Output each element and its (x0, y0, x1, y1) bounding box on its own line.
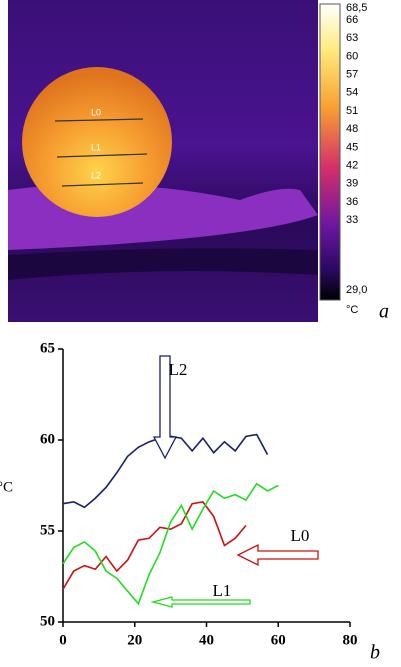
colorbar-label: 60 (346, 50, 358, 62)
colorbar-label: 33 (346, 214, 358, 226)
data-line (62, 501, 247, 590)
panel-label: b (370, 642, 380, 662)
data-line (62, 482, 279, 606)
colorbar (319, 3, 341, 301)
x-tick-label: 20 (127, 632, 142, 648)
colorbar-label: 57 (346, 69, 358, 81)
profile-lines (54, 118, 148, 187)
profile-label: L0 (91, 107, 101, 117)
colorbar-label: 42 (346, 160, 358, 172)
colorbar-label: 48 (346, 123, 358, 135)
y-axis-label: °C (0, 479, 13, 495)
colorbar-label: 54 (346, 87, 358, 99)
colorbar-label: 45 (346, 141, 358, 153)
y-tick-label: 60 (40, 431, 55, 447)
shadow (8, 248, 318, 280)
y-tick-label: 65 (40, 340, 55, 356)
profile-label: L1 (91, 142, 101, 152)
arrow (236, 543, 319, 567)
panel-label: a (379, 301, 389, 323)
x-tick-label: 0 (59, 632, 67, 648)
y-tick-label: 50 (40, 613, 55, 629)
colorbar-label: 51 (346, 105, 358, 117)
profile-label: L2 (91, 170, 101, 180)
arrow (150, 596, 251, 608)
colorbar-label: °C (346, 304, 358, 316)
x-tick-label: 60 (271, 632, 286, 648)
sphere (22, 67, 172, 217)
colorbar-label: 39 (346, 178, 358, 190)
arrow (152, 355, 178, 460)
colorbar-label: 68,5 (346, 2, 367, 14)
legend-label: L1 (213, 581, 232, 600)
x-tick-label: 40 (199, 632, 214, 648)
legend-label: L2 (169, 360, 188, 379)
colorbar-label: 66 (346, 14, 358, 26)
legend-label: L0 (291, 526, 310, 545)
y-tick-label: 55 (40, 522, 55, 538)
colorbar-label: 36 (346, 196, 358, 208)
colorbar-label: 63 (346, 32, 358, 44)
x-tick-label: 80 (343, 632, 358, 648)
colorbar-label: 29,0 (346, 284, 367, 296)
